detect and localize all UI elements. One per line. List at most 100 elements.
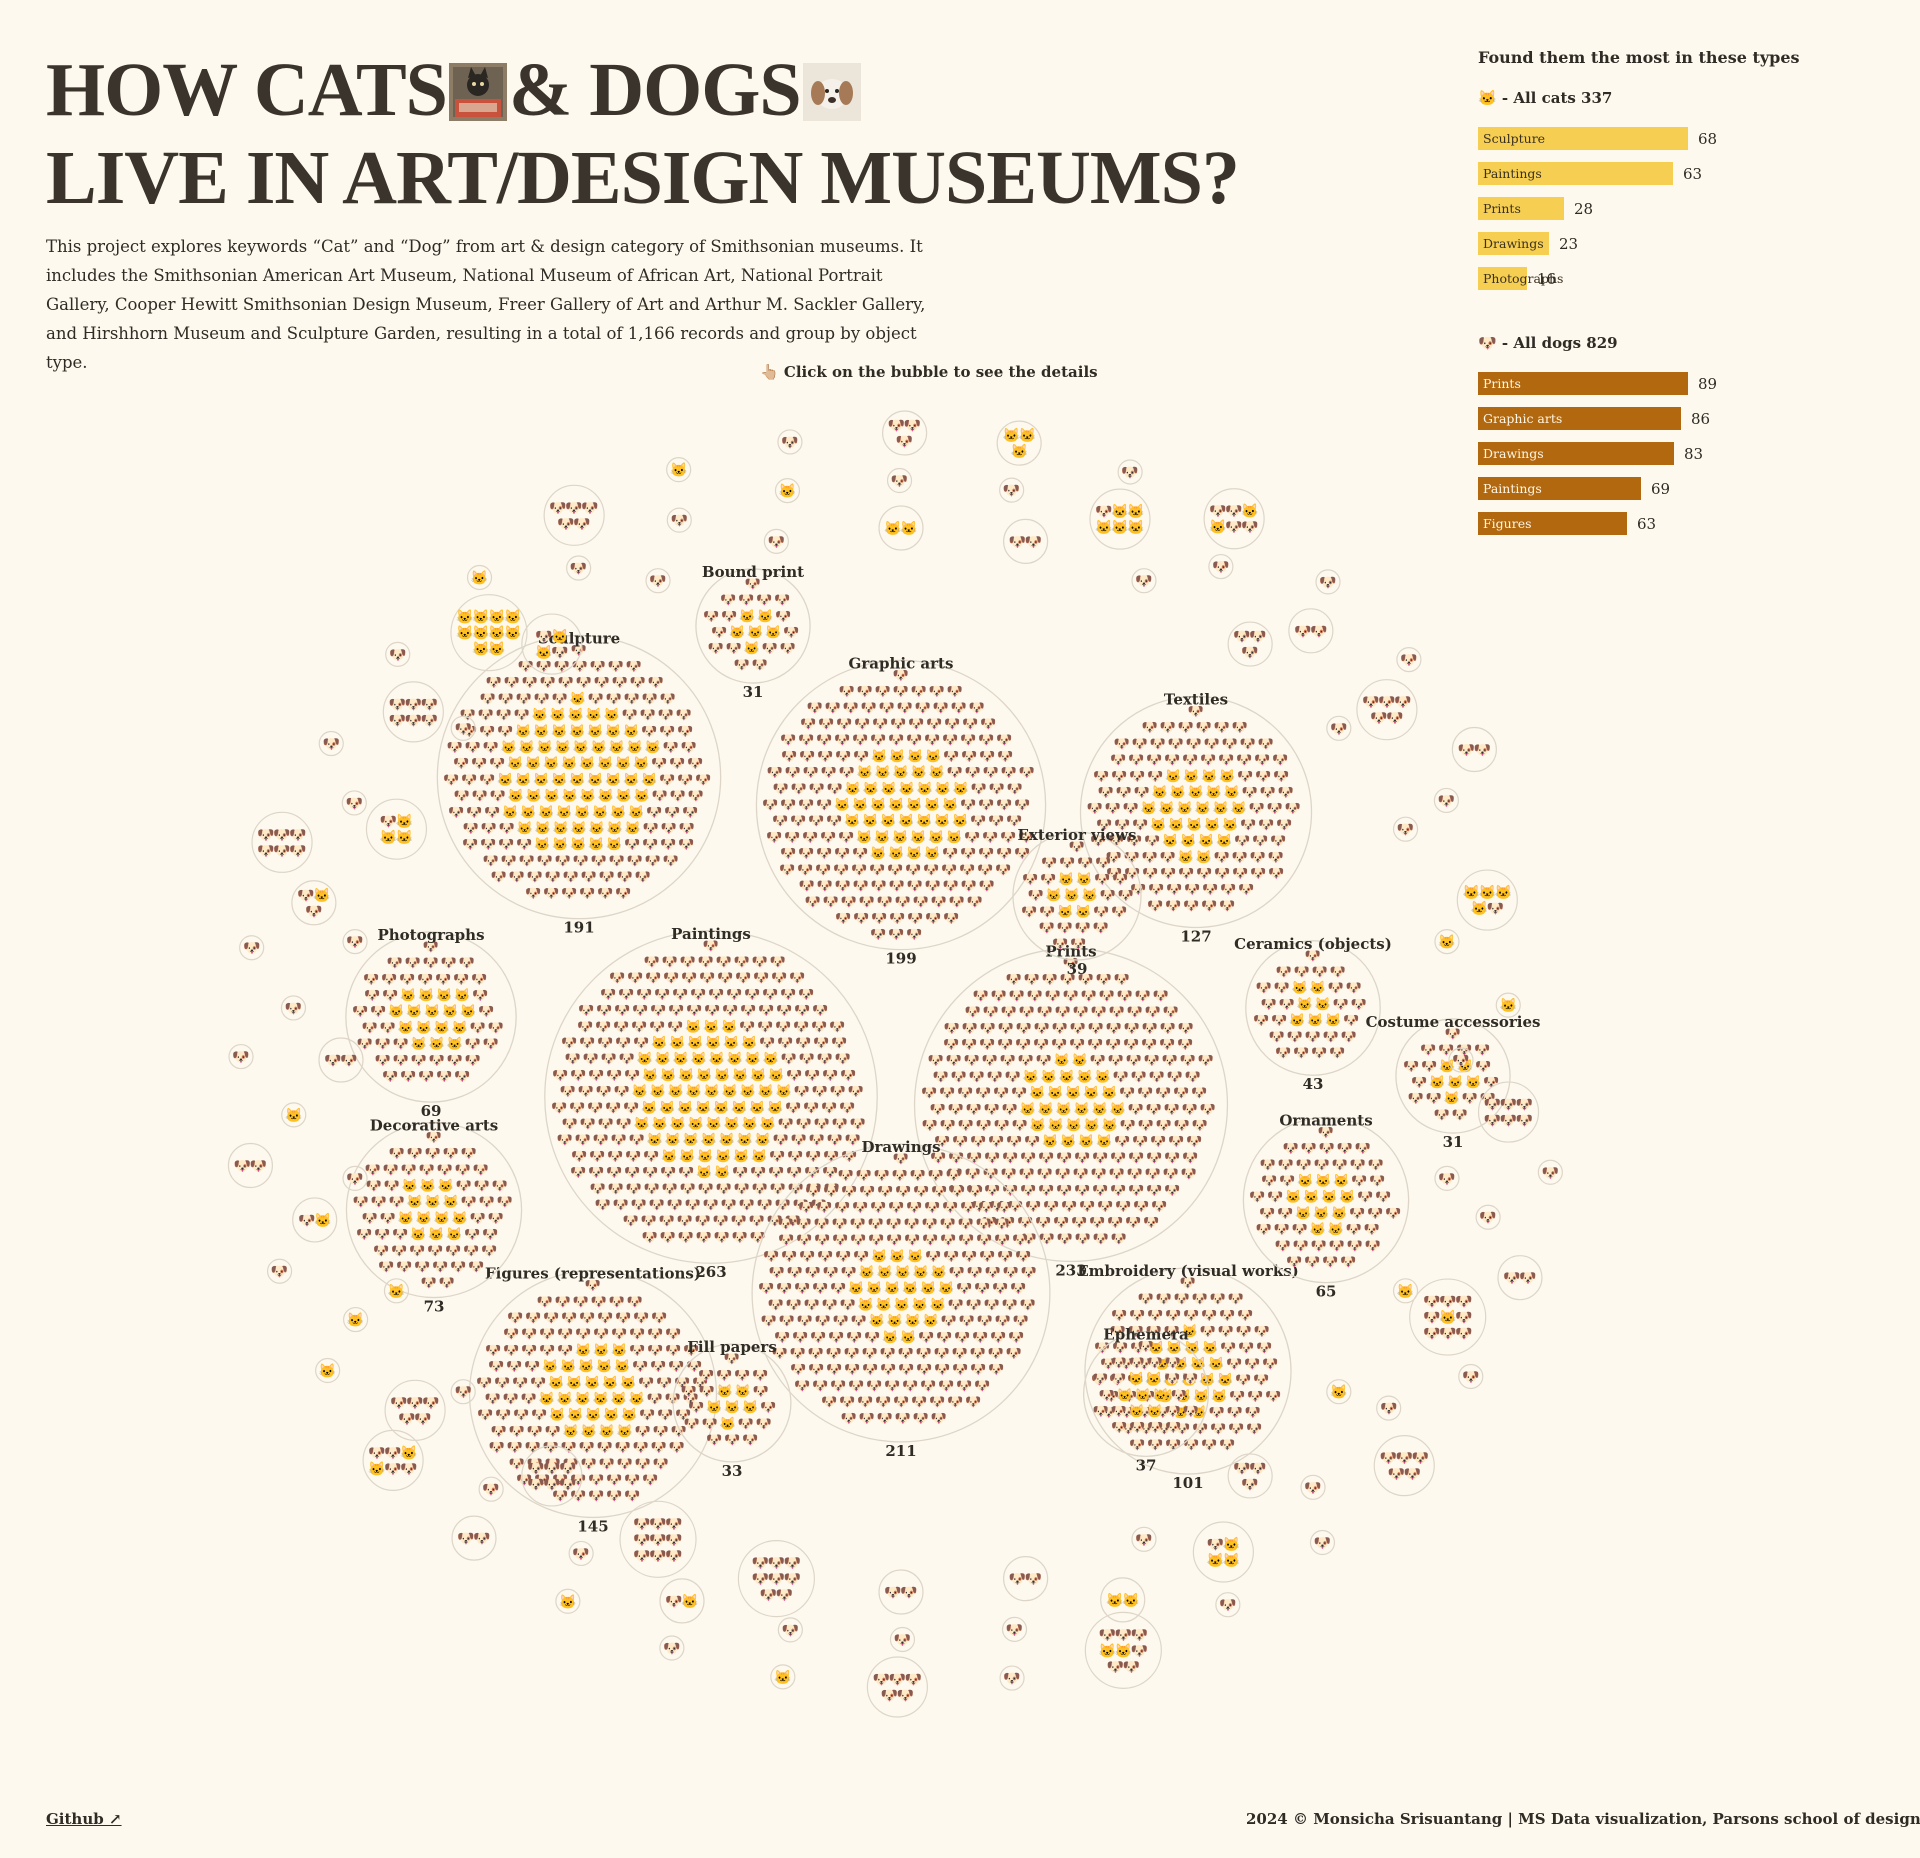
bubble-circle[interactable] bbox=[1434, 929, 1460, 955]
bubble-circle[interactable] bbox=[280, 995, 307, 1021]
bubble-circle[interactable] bbox=[1003, 518, 1049, 564]
type-bubble[interactable]: 🐶 bbox=[666, 507, 692, 533]
type-bubble[interactable]: 🐶 bbox=[1433, 787, 1459, 814]
bubble-circle[interactable] bbox=[362, 1429, 424, 1491]
bubble-circle[interactable] bbox=[1448, 1047, 1474, 1073]
type-bubble[interactable]: 🐶 bbox=[1475, 1204, 1501, 1230]
type-bubble[interactable]: 🐶 bbox=[1448, 1047, 1474, 1073]
type-bubble[interactable]: 🐶 bbox=[1315, 569, 1341, 595]
bubble-circle[interactable] bbox=[666, 457, 692, 483]
bubble-circle[interactable] bbox=[1392, 816, 1419, 842]
bubble-circle[interactable] bbox=[695, 568, 811, 684]
bubble-circle[interactable] bbox=[1395, 1018, 1511, 1134]
bubble-circle[interactable] bbox=[521, 613, 583, 675]
type-bubble[interactable]: 🐶 bbox=[228, 1043, 254, 1070]
bubble-circle[interactable] bbox=[382, 681, 444, 743]
bubble-circle[interactable] bbox=[1497, 1255, 1543, 1301]
type-bubble[interactable]: 🐱 bbox=[774, 478, 801, 504]
type-bubble[interactable]: 🐶 bbox=[659, 1635, 685, 1661]
bubble-circle[interactable] bbox=[468, 1269, 718, 1519]
type-bubble[interactable]: 🐶🐶 bbox=[318, 1037, 364, 1083]
bubble-circle[interactable] bbox=[1208, 553, 1234, 580]
bubble-circle[interactable] bbox=[342, 1165, 368, 1191]
type-bubble[interactable]: 🐶🐶 🐶 🐶 🐶 🐶🐶 🐶 🐶 🐶 🐶 🐶 🐶🐶 🐶 🐱 🐱 🐱 🐶 🐶🐶 🐶 🐱 🐱 🐱 🐱 🐶 🐶🐶 🐶 🐱 🐱 🐱 🐶 🐶 🐶🐶 🐶 🐶 🐱… bbox=[1242, 1111, 1410, 1301]
type-bubble[interactable]: 🐶 bbox=[385, 641, 411, 667]
bubble-circle[interactable] bbox=[1396, 647, 1422, 673]
type-bubble[interactable]: 🐶🐱 bbox=[292, 1197, 338, 1243]
bubble-circle[interactable] bbox=[555, 1588, 581, 1614]
bubble-circle[interactable] bbox=[886, 467, 913, 494]
bubble-circle[interactable] bbox=[659, 1578, 705, 1624]
bubble-circle[interactable] bbox=[763, 528, 789, 554]
bubble-circle[interactable] bbox=[266, 1258, 293, 1284]
bubble-circle[interactable] bbox=[451, 1515, 497, 1561]
bubble-circle[interactable] bbox=[281, 1102, 307, 1128]
bubble-circle[interactable] bbox=[568, 1540, 594, 1567]
bubble-circle[interactable] bbox=[345, 931, 517, 1103]
type-bubble[interactable]: 🐶🐶 🐶 🐶 🐶 🐶 🐶🐶 🐶 🐶 🐶 🐶 🐶 🐶 🐶 🐶🐶 🐶 🐶 🐶 🐶 🐶 🐶 🐶 🐶 🐶🐶 🐶 🐶 🐶 🐱 🐱 🐱 🐱 🐶 🐶 🐶🐶 🐶 🐶… bbox=[1079, 690, 1313, 946]
type-bubble[interactable]: 🐶🐶🐶🐶🐶🐶 bbox=[251, 811, 313, 873]
bubble-circle[interactable] bbox=[1326, 715, 1352, 741]
bubble-circle[interactable] bbox=[1079, 695, 1313, 929]
bubble-circle[interactable] bbox=[672, 1343, 792, 1463]
type-bubble[interactable]: 🐶🐱🐱🐶 bbox=[521, 613, 583, 675]
type-bubble[interactable]: 🐶🐶🐱🐱🐶🐶 bbox=[362, 1429, 424, 1491]
type-bubble[interactable]: 🐶 bbox=[318, 730, 344, 757]
bubble-circle[interactable] bbox=[1433, 787, 1459, 814]
type-bubble[interactable]: 🐶 bbox=[777, 1617, 803, 1643]
bubble-circle[interactable] bbox=[1084, 1611, 1162, 1689]
bubble-circle[interactable] bbox=[521, 1445, 583, 1507]
type-bubble[interactable]: 🐶 bbox=[1131, 568, 1157, 594]
bubble-circle[interactable] bbox=[1100, 1577, 1146, 1623]
bubble-circle[interactable] bbox=[466, 564, 493, 591]
type-bubble[interactable]: 🐶🐶🐶🐶🐶🐶 bbox=[1477, 1081, 1540, 1143]
bubble-circle[interactable] bbox=[996, 420, 1042, 466]
type-bubble[interactable]: 🐶 bbox=[266, 1258, 293, 1284]
bubble-circle[interactable] bbox=[1477, 1081, 1540, 1143]
type-bubble[interactable]: 🐶 bbox=[341, 790, 367, 816]
bubble-circle[interactable] bbox=[544, 930, 878, 1264]
bubble-circle[interactable] bbox=[436, 634, 722, 920]
type-bubble[interactable]: 🐶🐶🐶 bbox=[882, 410, 928, 456]
bubble-circle[interactable] bbox=[1309, 1529, 1336, 1556]
type-bubble[interactable]: 🐶 bbox=[239, 935, 265, 961]
type-bubble[interactable]: 🐶🐶 🐶 🐶 🐶 🐶 🐶🐶 🐶 🐶 🐶 🐶 🐶 🐶 🐶🐶 🐶 🐶 🐶 🐱 🐶 🐶 🐶 🐶🐶 🐶 🐶 🐱 🐱 🐱 🐱 🐶 🐶 🐶🐶 🐶 🐶 🐱 🐱 🐱… bbox=[1077, 1262, 1299, 1492]
bubble-circle[interactable] bbox=[1376, 1395, 1402, 1421]
type-bubble[interactable]: 🐶 bbox=[342, 929, 368, 955]
type-bubble[interactable]: 🐶🐶🐶🐶🐶🐶🐶🐶🐶🐶🐶🐶🐶🐶🐶🐶🐶🐶🐶🐶🐶🐶🐶🐶🐶🐶🐶🐶🐶🐶🐶🐶🐶🐶🐶🐶🐶🐶🐶🐶… bbox=[544, 925, 878, 1281]
bubble-circle[interactable] bbox=[239, 935, 265, 961]
type-bubble[interactable]: 🐱 bbox=[1392, 1278, 1419, 1304]
type-bubble[interactable]: 🐶🐶 bbox=[878, 1569, 924, 1615]
bubble-circle[interactable] bbox=[774, 478, 801, 504]
bubble-circle[interactable] bbox=[751, 1143, 1051, 1443]
type-bubble[interactable]: 🐱 bbox=[466, 564, 493, 591]
type-bubble[interactable]: 🐶 bbox=[450, 1379, 476, 1405]
bubble-circle[interactable] bbox=[343, 1306, 369, 1333]
type-bubble[interactable]: 🐱🐱 bbox=[1100, 1577, 1146, 1623]
type-bubble[interactable]: 🐱 bbox=[343, 1306, 369, 1333]
bubble-circle[interactable] bbox=[913, 947, 1229, 1263]
type-bubble[interactable]: 🐶🐶 bbox=[1003, 518, 1049, 564]
type-bubble[interactable]: 🐶🐶🐶🐶🐱🐶🐶🐶🐶 bbox=[1409, 1278, 1487, 1356]
type-bubble[interactable]: 🐶 bbox=[1131, 1526, 1157, 1552]
type-bubble[interactable]: 🐶🐱 bbox=[659, 1578, 705, 1624]
bubble-circle[interactable] bbox=[866, 1656, 928, 1718]
type-bubble[interactable]: 🐶 bbox=[763, 528, 789, 554]
bubble-circle[interactable] bbox=[292, 1197, 338, 1243]
bubble-circle[interactable] bbox=[450, 594, 528, 672]
bubble-circle[interactable] bbox=[777, 429, 803, 455]
bubble-circle[interactable] bbox=[1242, 1116, 1410, 1284]
bubble-circle[interactable] bbox=[385, 641, 411, 667]
type-bubble[interactable]: 🐶🐶🐶🐶🐶🐶🐶🐶 bbox=[737, 1540, 815, 1618]
type-bubble[interactable]: 🐶 bbox=[1208, 553, 1234, 580]
bubble-circle[interactable] bbox=[999, 1665, 1025, 1691]
type-bubble[interactable]: 🐶 bbox=[1537, 1159, 1563, 1185]
type-bubble[interactable]: 🐱🐱🐱 bbox=[996, 420, 1042, 466]
bubble-circle[interactable] bbox=[318, 1037, 364, 1083]
type-bubble[interactable]: 🐶 bbox=[1392, 816, 1419, 842]
bubble-circle[interactable] bbox=[1215, 1592, 1241, 1618]
bubble-circle[interactable] bbox=[450, 715, 476, 741]
type-bubble[interactable]: 🐶🐶🐶🐶🐶🐶🐶🐶🐶🐶🐶🐶🐶🐶🐶🐶🐶🐶🐶🐶🐶🐶🐶🐶🐶🐶🐶🐶🐶🐶🐶🐶🐶🐶🐶🐶🐶🐶🐶🐶… bbox=[751, 1138, 1051, 1460]
